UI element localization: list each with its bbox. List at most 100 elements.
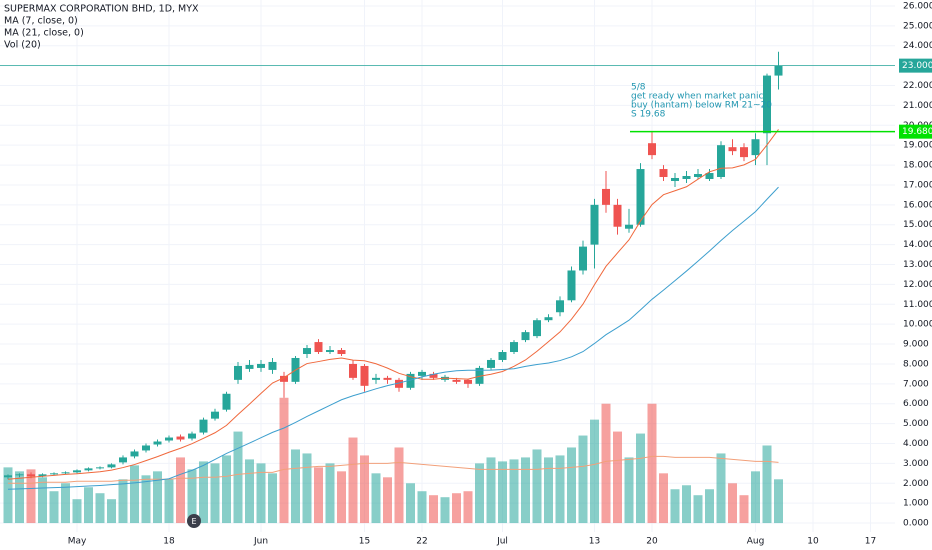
- candle-body: [705, 173, 714, 179]
- candle-body: [349, 363, 357, 378]
- volume-bar: [659, 473, 668, 524]
- candle-body: [27, 474, 35, 477]
- candle-body: [245, 364, 254, 369]
- volume-bar: [555, 455, 565, 524]
- y-tick-label: 7.000: [903, 379, 929, 389]
- candle-body: [303, 348, 311, 355]
- volume-bar: [590, 419, 599, 524]
- x-tick-label: 18: [163, 537, 175, 547]
- candle-body: [406, 373, 415, 388]
- candle-body: [188, 433, 196, 439]
- volume-bar: [233, 431, 243, 524]
- volume-bar: [578, 435, 588, 524]
- volume-bar: [348, 437, 358, 524]
- y-tick-label: 9.000: [903, 340, 929, 350]
- volume-bar: [647, 403, 657, 524]
- candle-body: [648, 143, 656, 156]
- volume-bar: [371, 473, 381, 524]
- volume-bar: [705, 489, 714, 524]
- candle-body: [38, 474, 47, 477]
- candle-body: [521, 332, 530, 341]
- candle-body: [73, 470, 81, 473]
- y-tick-label: 19.000: [903, 141, 932, 151]
- candle-body: [280, 375, 288, 382]
- volume-bar: [153, 471, 162, 524]
- volume-bar: [95, 493, 105, 524]
- earnings-label[interactable]: E: [191, 517, 196, 526]
- volume-bar: [3, 467, 13, 524]
- candle-body: [418, 371, 426, 376]
- volume-bar: [636, 433, 645, 524]
- candle-body: [429, 373, 438, 378]
- volume-bar: [107, 499, 116, 524]
- x-tick-label: Jun: [253, 537, 268, 547]
- last-price-box: [899, 58, 932, 73]
- volume-bar: [498, 461, 507, 524]
- volume-bar: [774, 479, 783, 524]
- volume-bar: [176, 457, 185, 524]
- legend-entry: MA (7, close, 0): [4, 16, 78, 27]
- candle-body: [372, 377, 380, 380]
- y-tick-label: 14.000: [903, 240, 932, 250]
- volume-bar: [302, 453, 312, 524]
- support-box: [899, 124, 932, 139]
- candle-body: [774, 65, 783, 76]
- volume-bar: [544, 457, 553, 524]
- candle-body: [510, 342, 518, 353]
- volume-bar: [429, 495, 438, 524]
- x-tick-label: Aug: [747, 537, 765, 547]
- earnings-icon[interactable]: [187, 514, 201, 528]
- y-tick-label: 25.000: [903, 21, 932, 31]
- y-tick-label: 3.000: [903, 459, 929, 469]
- volume-bar: [279, 397, 289, 524]
- candle-body: [763, 75, 771, 134]
- legend: SUPERMAX CORPORATION BHD, 1D, MYX MA (7,…: [4, 4, 199, 51]
- earnings-marker[interactable]: E: [187, 514, 201, 528]
- volume-bar: [141, 475, 151, 524]
- volume-bar: [739, 495, 749, 524]
- volume-bar: [693, 495, 703, 524]
- candle-body: [717, 145, 725, 178]
- volume-bar: [61, 483, 70, 524]
- y-tick-label: 17.000: [903, 180, 932, 190]
- volume-bar: [509, 459, 519, 524]
- y-tick-label: 0.000: [903, 519, 929, 529]
- y-tick-label: 1.000: [903, 499, 929, 509]
- y-tick-label: 8.000: [903, 359, 929, 369]
- x-tick-label: Jul: [496, 537, 508, 547]
- y-tick-label: 26.000: [903, 1, 932, 11]
- volume-bar: [601, 403, 611, 524]
- volume-bar: [15, 471, 24, 524]
- volume-bar: [222, 455, 231, 524]
- candle-body: [533, 320, 541, 337]
- volume-bar: [532, 449, 542, 524]
- candle-body: [740, 147, 748, 158]
- candle-body: [142, 445, 150, 451]
- volume-bar: [210, 463, 220, 524]
- x-tick-label: 22: [416, 537, 427, 547]
- candle-body: [590, 204, 599, 245]
- volume-bar: [440, 497, 450, 524]
- volume-bar: [751, 471, 760, 524]
- candle-body: [84, 468, 93, 471]
- candle-body: [96, 467, 104, 469]
- y-tick-label: 16.000: [903, 200, 932, 210]
- candle-body: [694, 174, 702, 178]
- y-tick-label: 5.000: [903, 419, 929, 429]
- candle-body: [176, 436, 185, 440]
- candle-body: [234, 365, 242, 380]
- candle-body: [452, 379, 461, 382]
- volume-ma-line: [8, 455, 779, 484]
- volume-bar: [624, 457, 634, 524]
- candle-body: [107, 464, 116, 468]
- candle-body: [257, 363, 265, 368]
- candle-body: [383, 377, 392, 380]
- volume-bar: [452, 493, 461, 524]
- volume-bar: [118, 479, 128, 524]
- support-label: 19.680: [902, 127, 932, 137]
- volume-bar: [613, 431, 622, 524]
- volume-bar: [291, 449, 300, 524]
- volume-bar: [670, 489, 680, 524]
- candle-body: [487, 359, 495, 368]
